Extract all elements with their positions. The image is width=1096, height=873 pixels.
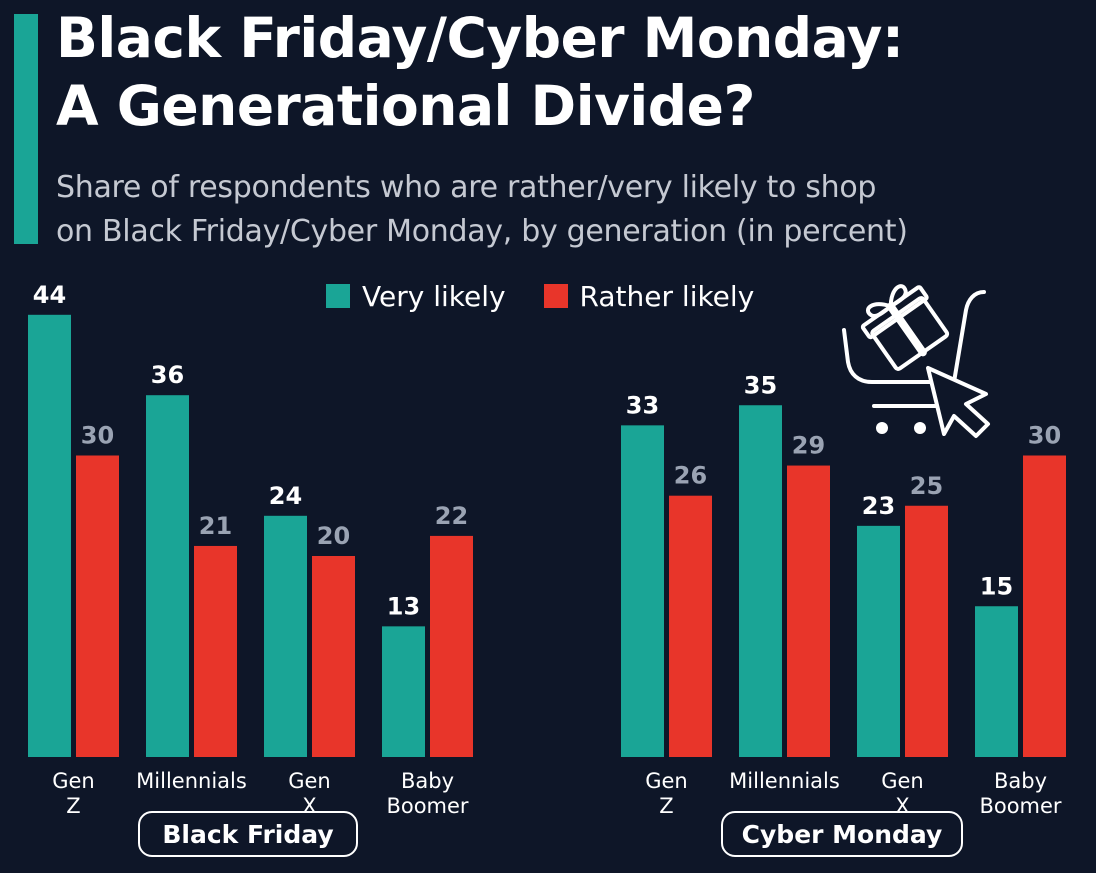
subtitle-line-1: Share of respondents who are rather/very… <box>56 170 877 205</box>
group-label-black-friday-text: Black Friday <box>162 819 334 849</box>
data-label-cyber-monday-millennials-very-likely: 35 <box>744 371 777 399</box>
legend-swatch-very-likely <box>326 284 350 308</box>
category-label-cyber-monday-gen-z: Gen Z <box>645 769 688 818</box>
category-label-cyber-monday-millennials: Millennials <box>729 769 840 793</box>
data-label-cyber-monday-gen-z-rather-likely: 26 <box>674 462 707 490</box>
data-label-black-friday-baby-boomer-very-likely: 13 <box>387 592 420 620</box>
category-label-black-friday-gen-z: Gen Z <box>52 769 95 818</box>
bar-cyber-monday-millennials-rather-likely <box>787 465 830 757</box>
data-label-black-friday-gen-z-very-likely: 44 <box>33 281 66 309</box>
data-label-black-friday-gen-x-very-likely: 24 <box>269 482 302 510</box>
title-line-1: Black Friday/Cyber Monday: <box>56 6 904 70</box>
category-label-black-friday-millennials: Millennials <box>136 769 247 793</box>
data-label-cyber-monday-baby-boomer-rather-likely: 30 <box>1028 422 1061 450</box>
category-label-black-friday-gen-x: Gen X <box>288 769 331 818</box>
group-label-cyber-monday-text: Cyber Monday <box>741 819 943 849</box>
bar-black-friday-gen-z-rather-likely <box>76 455 119 757</box>
bar-cyber-monday-gen-z-rather-likely <box>669 495 712 757</box>
shopping-cart-gift-cursor-icon <box>842 284 990 438</box>
bar-black-friday-baby-boomer-rather-likely <box>430 535 473 757</box>
category-label-black-friday-baby-boomer: Baby Boomer <box>386 769 468 818</box>
bar-cyber-monday-baby-boomer-rather-likely <box>1023 455 1066 757</box>
bar-cyber-monday-gen-z-very-likely <box>621 425 664 757</box>
bar-black-friday-millennials-rather-likely <box>194 545 237 757</box>
data-label-cyber-monday-baby-boomer-very-likely: 15 <box>980 572 1013 600</box>
bar-black-friday-baby-boomer-very-likely <box>382 626 425 757</box>
data-label-black-friday-baby-boomer-rather-likely: 22 <box>435 502 468 530</box>
chart-title: Black Friday/Cyber Monday: A Generationa… <box>56 4 1076 140</box>
legend-item-rather-likely: Rather likely <box>543 279 755 313</box>
bar-black-friday-gen-z-very-likely <box>28 314 71 757</box>
bar-black-friday-millennials-very-likely <box>146 395 189 757</box>
bar-cyber-monday-gen-x-very-likely <box>857 525 900 757</box>
accent-bar <box>14 14 38 244</box>
data-label-cyber-monday-millennials-rather-likely: 29 <box>792 432 825 460</box>
bar-cyber-monday-baby-boomer-very-likely <box>975 606 1018 757</box>
bar-black-friday-gen-x-rather-likely <box>312 556 355 757</box>
group-label-cyber-monday: Cyber Monday <box>721 811 963 857</box>
legend-label-rather-likely: Rather likely <box>579 279 755 313</box>
legend-item-very-likely: Very likely <box>326 280 506 313</box>
legend-label-very-likely: Very likely <box>362 279 506 313</box>
category-label-cyber-monday-baby-boomer: Baby Boomer <box>979 769 1061 818</box>
data-label-black-friday-gen-z-rather-likely: 30 <box>81 422 114 450</box>
legend-swatch-rather-likely <box>543 284 568 308</box>
bar-cyber-monday-gen-x-rather-likely <box>905 505 948 757</box>
bar-cyber-monday-millennials-very-likely <box>739 405 782 757</box>
chart-subtitle: Share of respondents who are rather/very… <box>56 166 1086 254</box>
group-label-black-friday: Black Friday <box>138 811 358 857</box>
data-label-black-friday-millennials-rather-likely: 21 <box>199 512 232 540</box>
legend: Very likely Rather likely <box>326 278 778 314</box>
data-label-cyber-monday-gen-x-very-likely: 23 <box>862 492 895 520</box>
data-label-cyber-monday-gen-z-very-likely: 33 <box>626 391 659 419</box>
data-label-cyber-monday-gen-x-rather-likely: 25 <box>910 472 943 500</box>
bar-black-friday-gen-x-very-likely <box>264 515 307 757</box>
data-label-black-friday-gen-x-rather-likely: 20 <box>317 522 350 550</box>
title-line-2: A Generational Divide? <box>56 74 755 138</box>
subtitle-line-2: on Black Friday/Cyber Monday, by generat… <box>56 214 908 249</box>
data-label-black-friday-millennials-very-likely: 36 <box>151 361 184 389</box>
